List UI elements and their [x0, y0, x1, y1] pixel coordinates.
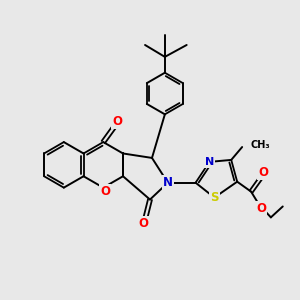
Text: O: O	[256, 202, 266, 215]
Text: O: O	[138, 217, 148, 230]
Text: CH₃: CH₃	[250, 140, 270, 150]
Text: O: O	[100, 185, 110, 198]
Text: N: N	[163, 176, 173, 189]
Text: O: O	[258, 166, 268, 179]
Text: O: O	[112, 115, 122, 128]
Text: S: S	[210, 191, 219, 204]
Text: N: N	[205, 157, 214, 167]
